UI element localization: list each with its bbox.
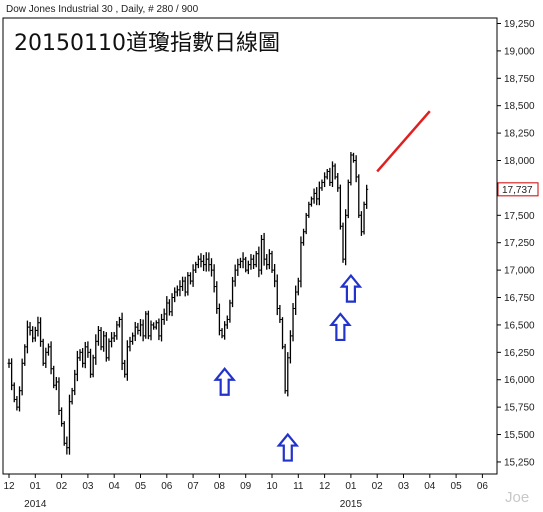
chart-title: 20150110道瓊指數日線圖: [14, 31, 280, 56]
x-year-label: 2014: [24, 499, 47, 510]
x-tick-label: 07: [188, 481, 200, 492]
x-tick-label: 02: [372, 481, 384, 492]
up-arrow-marker: [276, 432, 300, 462]
x-tick-label: 05: [135, 481, 147, 492]
x-tick-label: 02: [56, 481, 68, 492]
x-tick-label: 08: [214, 481, 226, 492]
x-tick-label: 05: [451, 481, 463, 492]
x-tick-label: 01: [345, 481, 357, 492]
x-tick-label: 03: [82, 481, 94, 492]
y-tick-label: 18,250: [504, 129, 535, 140]
up-arrow-marker: [213, 367, 236, 396]
last-price-label: 17,737: [502, 185, 533, 196]
up-arrow-marker: [339, 273, 363, 303]
x-tick-label: 10: [266, 481, 278, 492]
trend-line: [376, 110, 431, 173]
x-axis: 12 01 02 03 04 05 06 07 08 09 10 11 12 01 02 03 04 05 06 20…: [3, 474, 488, 510]
y-tick-label: 17,000: [504, 266, 535, 277]
y-tick-label: 16,500: [504, 320, 535, 331]
x-tick-label: 03: [398, 481, 410, 492]
chart-header: Dow Jones Industrial 30 , Daily, # 280 /…: [6, 4, 199, 15]
y-tick-label: 19,250: [504, 19, 535, 30]
y-tick-label: 17,500: [504, 211, 535, 222]
y-tick-label: 16,750: [504, 293, 535, 304]
y-tick-label: 18,500: [504, 101, 535, 112]
x-tick-label: 12: [319, 481, 331, 492]
y-tick-label: 15,750: [504, 403, 535, 414]
y-tick-label: 16,000: [504, 375, 535, 386]
x-year-label: 2015: [340, 499, 363, 510]
y-tick-label: 19,000: [504, 46, 535, 57]
y-tick-label: 17,250: [504, 238, 535, 249]
x-tick-label: 12: [3, 481, 15, 492]
y-tick-label: 15,250: [504, 457, 535, 468]
price-bars: [7, 152, 369, 455]
x-tick-label: 06: [477, 481, 489, 492]
x-tick-label: 04: [109, 481, 121, 492]
last-price-box: [497, 182, 539, 197]
y-tick-label: 18,750: [504, 74, 535, 85]
y-tick-label: 15,500: [504, 430, 535, 441]
annotations: 17,737: [213, 110, 539, 462]
y-tick-label: 18,000: [504, 156, 535, 167]
y-axis: 15,250 15,500 15,750 16,000 16,250 16,500 16,7…: [497, 19, 535, 468]
x-tick-label: 01: [30, 481, 42, 492]
x-tick-label: 09: [240, 481, 252, 492]
x-tick-label: 06: [161, 481, 173, 492]
plot-frame: [2, 17, 498, 475]
x-tick-label: 04: [424, 481, 436, 492]
x-tick-label: 11: [293, 481, 304, 492]
watermark: Joe: [505, 489, 529, 506]
up-arrow-marker: [329, 312, 352, 342]
y-tick-label: 16,250: [504, 348, 535, 359]
